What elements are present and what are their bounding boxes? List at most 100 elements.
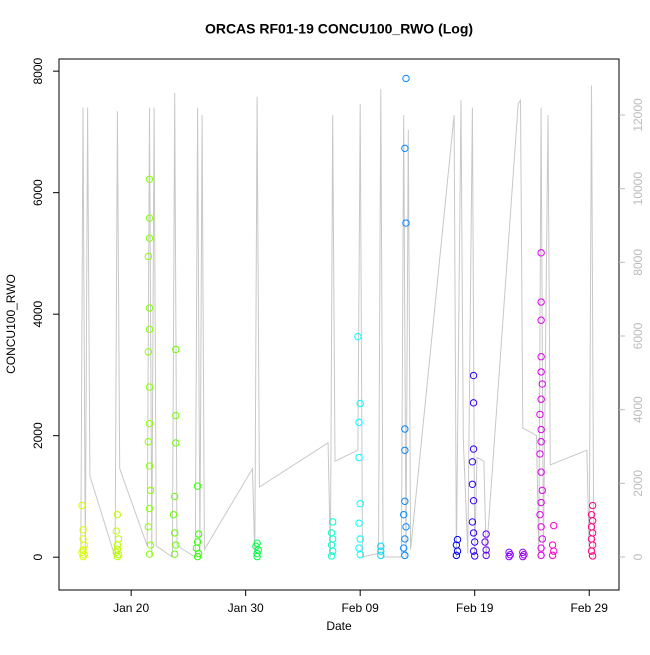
point (172, 541, 180, 549)
point (538, 535, 546, 543)
point (146, 486, 155, 495)
y2-tick-label: 6000 (631, 322, 645, 349)
y-axis-label: CONCU100_RWO (4, 274, 18, 374)
point (453, 535, 462, 544)
point (145, 214, 154, 222)
point (538, 380, 546, 388)
point (252, 542, 260, 550)
x-tick-label: Feb 19 (456, 601, 494, 615)
point (550, 547, 558, 555)
point (144, 348, 153, 356)
point (145, 462, 154, 470)
point (377, 547, 385, 555)
point (80, 541, 88, 549)
point (469, 371, 478, 380)
point (253, 549, 261, 558)
point (170, 492, 179, 501)
point (587, 547, 596, 555)
point (401, 144, 409, 153)
point (253, 552, 261, 561)
chart-title: ORCAS RF01-19 CONCU100_RWO (Log) (205, 21, 473, 37)
y2-tick-label: 4000 (631, 396, 645, 423)
point (537, 353, 545, 361)
point (468, 518, 477, 526)
point (537, 438, 545, 446)
point (112, 527, 120, 535)
y2-tick-label: 10000 (631, 172, 645, 206)
point (538, 486, 546, 495)
point (537, 468, 545, 476)
point (172, 439, 180, 447)
point (481, 538, 489, 546)
point (356, 500, 364, 508)
point (78, 548, 86, 557)
point (536, 410, 544, 419)
point (537, 249, 545, 257)
point (536, 510, 544, 519)
y2-tick-label: 2000 (631, 470, 645, 497)
point (80, 551, 88, 559)
point (588, 501, 597, 510)
point (195, 530, 203, 538)
point (172, 411, 180, 420)
point (469, 529, 478, 537)
point (145, 383, 154, 391)
y2-tick-label: 12000 (631, 98, 645, 132)
point (482, 551, 490, 560)
point (145, 325, 154, 334)
point (537, 498, 545, 507)
point (402, 74, 410, 83)
point (144, 523, 153, 531)
point (329, 518, 337, 526)
y2-tick-label: 8000 (631, 249, 645, 276)
point (356, 551, 364, 559)
point (113, 510, 122, 519)
point (401, 535, 409, 543)
point (469, 399, 478, 407)
x-axis-label: Date (326, 619, 352, 633)
point (537, 316, 545, 324)
point (400, 510, 408, 519)
point (78, 501, 86, 510)
point (482, 530, 490, 538)
point (537, 551, 545, 560)
point (468, 480, 477, 488)
point (377, 551, 385, 560)
point (471, 538, 479, 546)
point (170, 529, 179, 537)
point (469, 547, 478, 555)
point (537, 368, 545, 376)
x-tick-label: Feb 29 (571, 601, 609, 615)
point (112, 548, 120, 557)
point (356, 399, 364, 408)
point (402, 523, 410, 531)
point (170, 550, 179, 558)
point (537, 544, 545, 552)
point (548, 551, 557, 560)
point (505, 552, 513, 561)
point (145, 550, 154, 558)
point (355, 453, 363, 462)
point (113, 552, 122, 561)
point (482, 546, 490, 554)
point (355, 519, 363, 527)
point (377, 542, 385, 550)
point (401, 551, 409, 560)
point (452, 551, 461, 560)
plot-frame (58, 58, 620, 591)
point (537, 395, 545, 403)
point (469, 445, 478, 453)
point (145, 175, 154, 183)
point (145, 504, 154, 513)
point (145, 304, 154, 312)
y-tick-label: 6000 (31, 179, 45, 206)
point (401, 497, 409, 505)
point (468, 458, 477, 466)
point (550, 521, 558, 530)
point (402, 219, 410, 227)
point (113, 541, 122, 549)
point (520, 551, 528, 559)
point (169, 510, 178, 519)
y-tick-label: 0 (31, 554, 45, 561)
